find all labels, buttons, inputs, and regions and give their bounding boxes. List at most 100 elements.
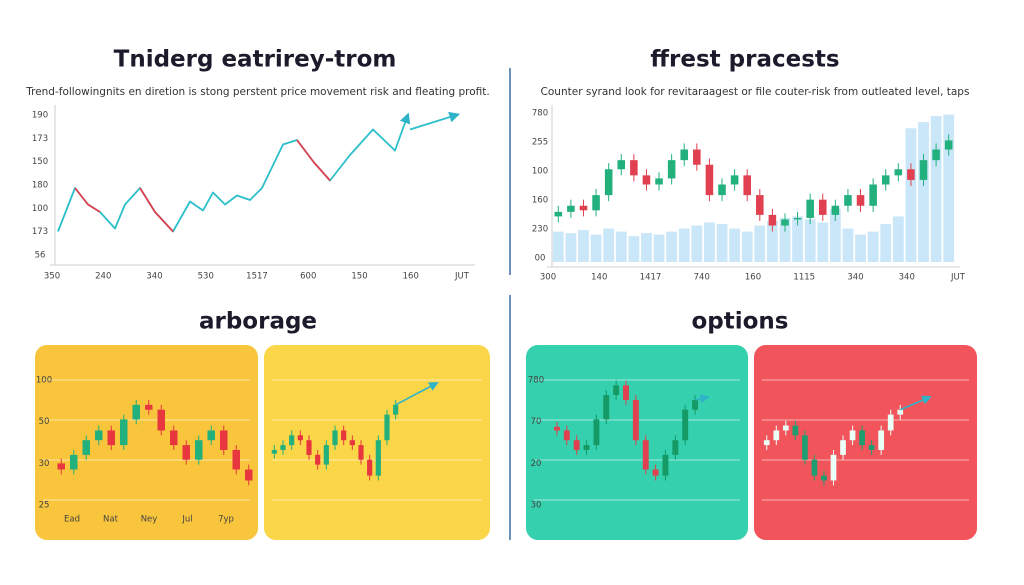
- candle-body: [856, 195, 865, 206]
- volume-bar: [804, 219, 816, 262]
- candle-body: [579, 205, 588, 211]
- y-axis-label: 255: [532, 138, 548, 148]
- candle-body: [367, 459, 373, 476]
- x-axis-label: 1115: [793, 273, 815, 283]
- volume-bar: [754, 225, 766, 262]
- volume-bar: [741, 231, 753, 262]
- volume-bar: [792, 216, 803, 262]
- volume-bar: [918, 122, 929, 262]
- x-axis-label: 350: [44, 272, 60, 282]
- y-axis-label: 190: [32, 111, 48, 121]
- y-axis-label: 30: [39, 459, 50, 469]
- candle-body: [630, 160, 638, 176]
- candle-body: [220, 430, 228, 450]
- y-axis-label: 173: [32, 227, 48, 237]
- volume-bar: [892, 216, 904, 262]
- candle-body: [57, 463, 65, 470]
- candle-body: [289, 435, 295, 446]
- candle-body: [157, 409, 165, 431]
- candle-body: [182, 445, 190, 460]
- candle-body: [655, 178, 663, 185]
- candle-body: [806, 199, 814, 218]
- candle-body: [743, 175, 751, 196]
- candle-body: [793, 217, 802, 220]
- candle-body: [567, 205, 575, 212]
- volume-bar: [880, 224, 892, 262]
- candle-body: [642, 440, 649, 470]
- candle-body: [919, 160, 928, 180]
- volume-bar: [943, 114, 955, 262]
- candle-body: [878, 430, 885, 450]
- candle-body: [944, 140, 953, 150]
- y-axis-label: 25: [39, 501, 50, 511]
- candle-body: [195, 440, 203, 460]
- candle-body: [692, 399, 699, 410]
- candle-body: [705, 164, 714, 196]
- candle-body: [642, 175, 651, 185]
- candle-body: [730, 175, 739, 185]
- candle-body: [617, 160, 626, 170]
- candle-body: [132, 404, 140, 420]
- candle-body: [245, 469, 253, 481]
- line-series: [57, 112, 411, 233]
- volume-bar: [716, 224, 728, 262]
- candle-body: [907, 169, 915, 180]
- y-axis-label: 780: [528, 376, 544, 386]
- candle-body: [802, 435, 808, 460]
- y-axis-label: 20: [531, 459, 542, 469]
- candle-body: [632, 399, 639, 441]
- volume-bar: [666, 231, 678, 262]
- x-axis-label: 7yp: [218, 515, 234, 525]
- volume-bar: [653, 234, 665, 262]
- candle-body: [145, 404, 153, 410]
- x-axis-label: 160: [745, 273, 761, 283]
- candle-body: [818, 199, 827, 215]
- candle-body: [682, 409, 689, 441]
- trend-arrow: [395, 382, 439, 406]
- trend-arrow: [694, 394, 710, 404]
- candle-body: [756, 195, 764, 215]
- x-axis-label: 530: [198, 272, 214, 282]
- y-axis-label: 173: [32, 134, 48, 144]
- panel: [754, 345, 977, 540]
- y-axis-label: 00: [535, 254, 546, 264]
- volume-bar: [829, 208, 841, 262]
- volume-bar: [842, 228, 854, 262]
- candle-body: [652, 469, 659, 476]
- chart-title: options: [691, 309, 788, 335]
- candle-body: [573, 440, 580, 450]
- volume-bar: [603, 228, 615, 262]
- panel: [526, 345, 748, 540]
- volume-bar: [779, 217, 791, 262]
- candle-body: [170, 430, 178, 446]
- x-axis-label: Nat: [103, 515, 119, 525]
- candle-body: [840, 440, 846, 455]
- candle-body: [932, 149, 940, 161]
- y-axis-label: 100: [532, 167, 548, 177]
- candle-body: [821, 475, 827, 481]
- volume-bar: [565, 233, 577, 262]
- x-axis-label: 150: [351, 272, 367, 282]
- x-axis-label: 300: [540, 273, 556, 283]
- candle-body: [881, 175, 890, 185]
- x-axis-label: 340: [899, 273, 915, 283]
- volume-bar: [628, 236, 640, 262]
- y-axis-label: 150: [32, 157, 48, 167]
- y-axis-label: 160: [532, 196, 548, 206]
- candle-body: [120, 419, 128, 446]
- candle-body: [849, 430, 856, 441]
- candle-body: [768, 214, 777, 226]
- candle-body: [869, 184, 877, 206]
- candle-body: [693, 149, 701, 165]
- y-axis-label: 780: [532, 109, 548, 119]
- x-axis-label: Ney: [141, 515, 158, 525]
- x-axis-label: 740: [694, 273, 710, 283]
- candle-body: [358, 445, 364, 460]
- x-axis-label: 340: [146, 272, 162, 282]
- chart-title: arborage: [199, 309, 317, 335]
- candle-body: [897, 409, 904, 415]
- x-axis-label: 1517: [246, 272, 268, 282]
- candle-body: [792, 425, 799, 436]
- candle-body: [341, 430, 347, 441]
